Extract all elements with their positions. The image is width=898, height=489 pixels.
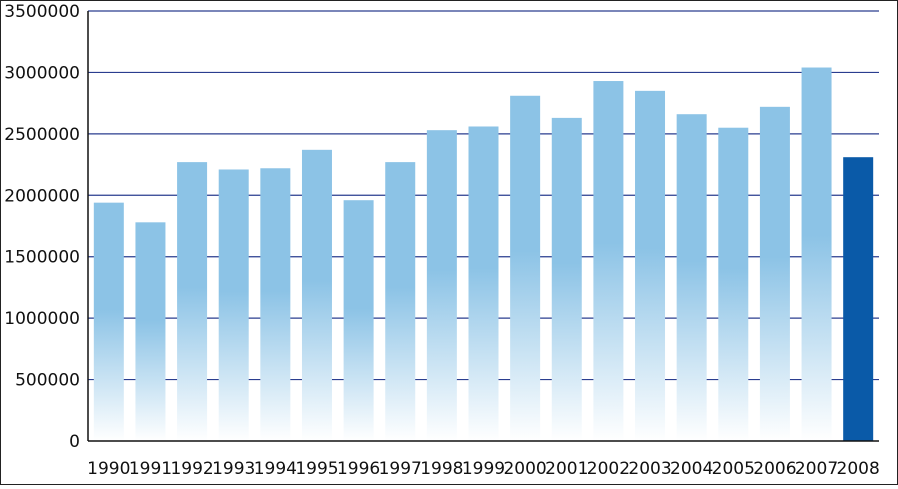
x-tick-label: 1998 bbox=[420, 459, 463, 479]
y-tick-label: 3500000 bbox=[4, 2, 80, 22]
bar-2005 bbox=[718, 127, 749, 441]
y-tick-label: 1500000 bbox=[4, 248, 80, 268]
y-tick-labels: 0 500000 1000000 1500000 2000000 2500000 30000… bbox=[4, 2, 80, 452]
bar-2008 bbox=[843, 157, 874, 441]
x-tick-label: 1991 bbox=[129, 459, 172, 479]
x-tick-label: 2003 bbox=[628, 459, 671, 479]
x-tick-label: 1999 bbox=[462, 459, 505, 479]
bar-1994 bbox=[260, 168, 291, 441]
x-tick-label: 1990 bbox=[87, 459, 130, 479]
bar-2006 bbox=[759, 106, 790, 441]
bar-1997 bbox=[385, 162, 416, 441]
x-tick-label: 2008 bbox=[837, 459, 880, 479]
x-tick-label: 2002 bbox=[587, 459, 630, 479]
bar-1992 bbox=[177, 162, 208, 441]
bar-1996 bbox=[343, 200, 374, 441]
bar-1991 bbox=[135, 222, 166, 441]
y-tick-label: 2500000 bbox=[4, 125, 80, 145]
y-tick-label: 0 bbox=[69, 432, 80, 452]
bar-1999 bbox=[468, 126, 499, 441]
bar-2003 bbox=[635, 90, 666, 441]
bar-2002 bbox=[593, 81, 624, 442]
bar-2007 bbox=[801, 67, 832, 441]
bar-1995 bbox=[301, 149, 332, 442]
x-tick-label: 1994 bbox=[254, 459, 297, 479]
x-tick-label: 2004 bbox=[670, 459, 713, 479]
x-tick-labels: 1990199119921993199419951996199719981999… bbox=[87, 459, 880, 479]
bar-2001 bbox=[551, 117, 582, 441]
x-tick-label: 2005 bbox=[712, 459, 755, 479]
y-tick-label: 1000000 bbox=[4, 309, 80, 329]
bar-2004 bbox=[676, 114, 707, 441]
x-tick-label: 1993 bbox=[212, 459, 255, 479]
x-tick-label: 2001 bbox=[545, 459, 588, 479]
x-tick-label: 1995 bbox=[295, 459, 338, 479]
x-tick-label: 2000 bbox=[503, 459, 546, 479]
bar-2000 bbox=[510, 95, 541, 442]
x-tick-label: 1992 bbox=[170, 459, 213, 479]
x-tick-label: 1996 bbox=[337, 459, 380, 479]
bar-1993 bbox=[218, 169, 249, 441]
y-tick-label: 500000 bbox=[15, 371, 80, 391]
x-tick-label: 2006 bbox=[753, 459, 796, 479]
x-tick-label: 1997 bbox=[379, 459, 422, 479]
y-tick-label: 3000000 bbox=[4, 63, 80, 83]
bars bbox=[93, 67, 874, 442]
bar-1998 bbox=[426, 130, 457, 441]
y-tick-label: 2000000 bbox=[4, 186, 80, 206]
bar-1990 bbox=[93, 202, 124, 441]
x-tick-label: 2007 bbox=[795, 459, 838, 479]
axes bbox=[87, 11, 879, 442]
